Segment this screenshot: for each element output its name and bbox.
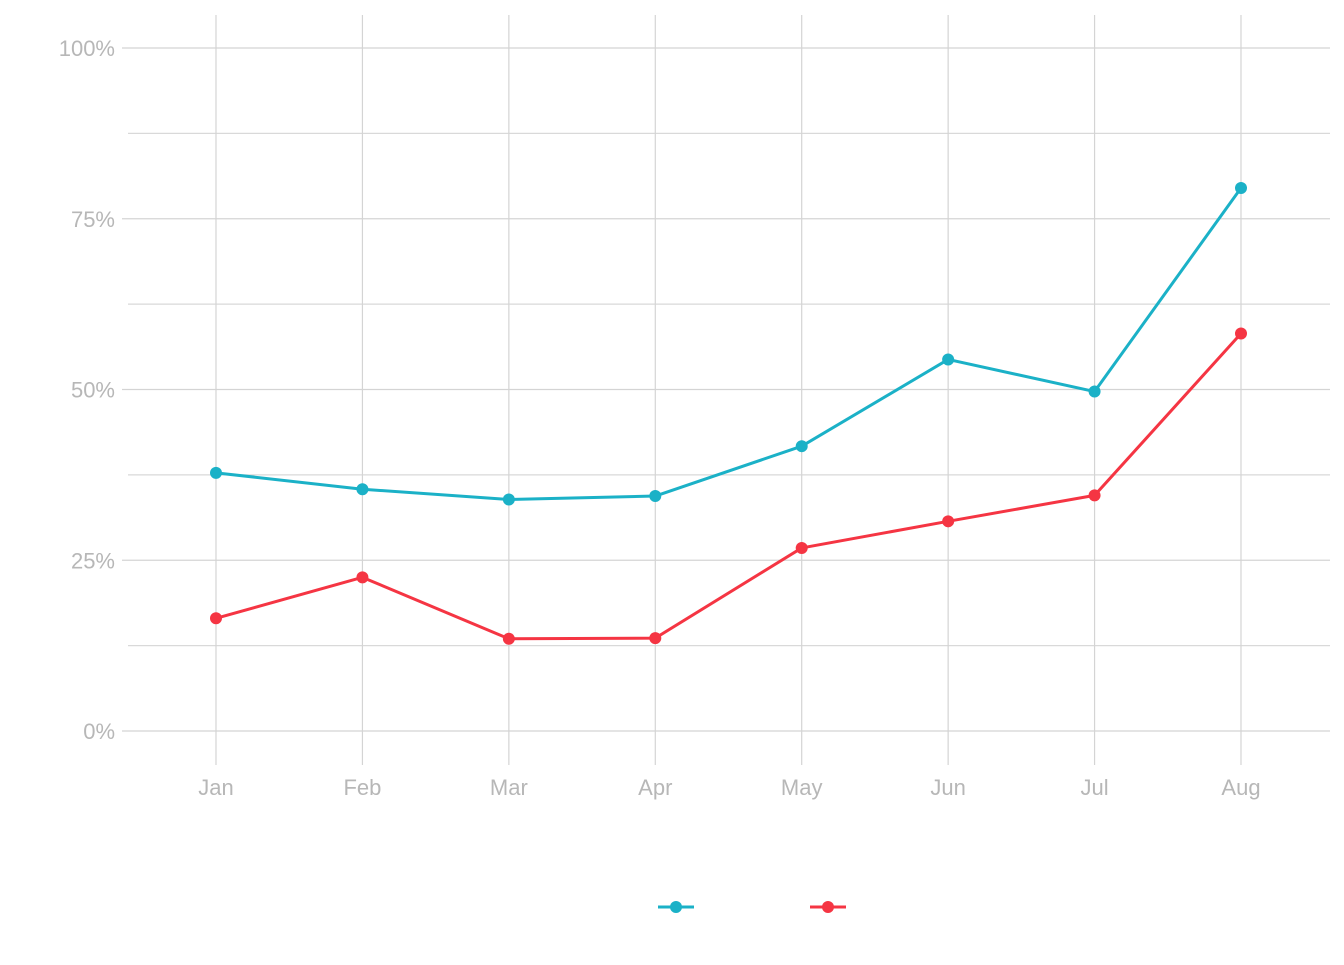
data-point (210, 466, 222, 479)
x-tick-label: Apr (638, 775, 672, 800)
data-point (942, 515, 955, 528)
major-gridlines (122, 15, 1330, 765)
x-tick-label: Feb (343, 775, 381, 800)
y-tick-label: 25% (71, 548, 115, 573)
series-line (214, 331, 1243, 641)
data-point (649, 632, 662, 645)
series-2 (210, 327, 1247, 645)
series-1 (210, 182, 1247, 506)
x-tick-label: Jul (1081, 775, 1109, 800)
legend-point (670, 901, 682, 913)
data-point (1235, 182, 1247, 195)
data-point (210, 612, 222, 625)
x-tick-label: May (781, 775, 823, 800)
y-tick-label: 50% (71, 378, 115, 403)
legend (658, 901, 846, 913)
data-point (942, 353, 955, 366)
x-tick-label: Aug (1221, 775, 1260, 800)
data-point (356, 571, 369, 584)
data-point (1088, 489, 1101, 502)
x-tick-label: Mar (490, 775, 528, 800)
series-line (214, 186, 1243, 501)
y-tick-label: 0% (83, 719, 115, 744)
legend-key-1 (658, 901, 694, 913)
data-point (795, 440, 808, 453)
legend-point (822, 901, 834, 913)
y-tick-label: 75% (71, 207, 115, 232)
y-tick-label: 100% (59, 36, 115, 61)
x-tick-label: Jun (930, 775, 965, 800)
x-tick-label: Jan (198, 775, 233, 800)
data-point (795, 541, 808, 554)
x-axis: Jan Feb Mar Apr May Jun Jul Aug (198, 775, 1260, 800)
data-point (356, 483, 369, 496)
y-axis: 0% 25% 50% 75% 100% (59, 36, 115, 744)
series-layer (210, 182, 1247, 645)
data-point (502, 493, 515, 506)
data-point (1235, 327, 1247, 340)
minor-gridlines (128, 132, 1330, 647)
data-point (1088, 385, 1101, 398)
data-point (649, 490, 662, 503)
data-point (502, 632, 515, 645)
legend-key-2 (810, 901, 846, 913)
